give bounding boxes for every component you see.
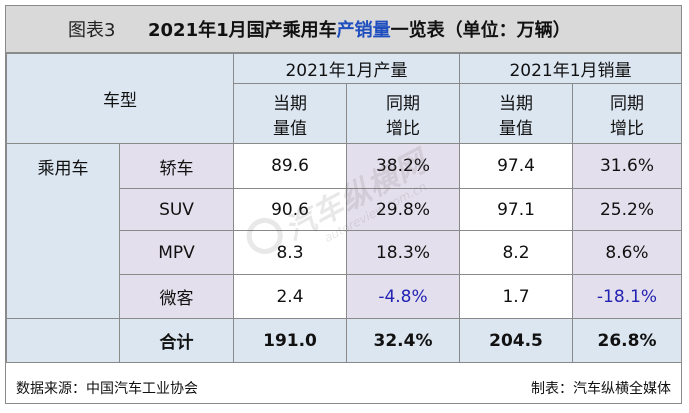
cell-prod: 89.6 (233, 143, 347, 189)
cell-sales-yoy: 8.6% (572, 230, 682, 275)
header-row-1: 车型 2021年1月产量 2021年1月销量 (6, 53, 682, 144)
title-highlight: 产销量 (336, 20, 391, 41)
cell-sales: 97.1 (459, 188, 573, 231)
cell-sales: 97.4 (459, 143, 573, 189)
table-maker: 制表：汽车纵横全媒体 (531, 381, 671, 397)
row-name: SUV (119, 188, 234, 231)
total-sales-yoy: 26.8% (572, 318, 682, 363)
header-prod-yoy: 同期 增比 (346, 83, 460, 144)
header-prod-current: 当期 量值 (233, 83, 347, 144)
cell-prod-yoy: -4.8% (346, 274, 460, 319)
header-model: 车型 (6, 53, 234, 144)
total-sales: 204.5 (459, 318, 573, 363)
table-row: 微客 2.4 -4.8% 1.7 -18.1% (7, 274, 682, 319)
table-row: MPV 8.3 18.3% 8.2 8.6% (7, 230, 682, 275)
header-row-2: 当期 量值 同期 增比 当期 量值 同期 增比 (7, 83, 682, 144)
total-row: 合计 191.0 32.4% 204.5 26.8% (6, 318, 682, 363)
total-label: 合计 (119, 318, 234, 363)
header-sales-current: 当期 量值 (459, 83, 573, 144)
data-source: 数据来源：中国汽车工业协会 (16, 381, 198, 397)
page-title: 2021年1月国产乘用车产销量一览表（单位：万辆） (148, 16, 571, 42)
table-frame: 图表3 2021年1月国产乘用车产销量一览表（单位：万辆） 车型 2021年1月… (5, 5, 682, 404)
table-row: SUV 90.6 29.8% 97.1 25.2% (7, 188, 682, 231)
cell-sales-yoy: -18.1% (572, 274, 682, 319)
cell-prod: 2.4 (233, 274, 347, 319)
figure-label: 图表3 (68, 20, 116, 41)
cell-prod: 8.3 (233, 230, 347, 275)
cell-sales-yoy: 31.6% (572, 143, 682, 189)
title-bar: 图表3 2021年1月国产乘用车产销量一览表（单位：万辆） (6, 6, 681, 53)
row-name: 轿车 (119, 143, 234, 189)
table-row: 乘用车 轿车 89.6 38.2% 97.4 31.6% (6, 143, 682, 319)
row-name: 微客 (119, 274, 234, 319)
title-text-before: 2021年1月国产乘用车 (148, 20, 337, 41)
cell-sales: 1.7 (459, 274, 573, 319)
cell-sales-yoy: 25.2% (572, 188, 682, 231)
cell-prod: 90.6 (233, 188, 347, 231)
data-table: 车型 2021年1月产量 2021年1月销量 当期 量值 同期 增比 当期 量值 同期… (6, 53, 682, 363)
cell-prod-yoy: 38.2% (346, 143, 460, 189)
category-cell: 乘用车 (6, 143, 120, 319)
cell-prod-yoy: 18.3% (346, 230, 460, 275)
row-name: MPV (119, 230, 234, 275)
cell-prod-yoy: 29.8% (346, 188, 460, 231)
total-blank (6, 318, 120, 363)
total-prod-yoy: 32.4% (346, 318, 460, 363)
cell-sales: 8.2 (459, 230, 573, 275)
total-prod: 191.0 (233, 318, 347, 363)
title-text-after: 一览表（单位：万辆） (390, 20, 571, 41)
header-sales-yoy: 同期 增比 (572, 83, 682, 144)
header-production: 2021年1月产量 (233, 53, 460, 84)
header-sales: 2021年1月销量 (459, 53, 682, 84)
